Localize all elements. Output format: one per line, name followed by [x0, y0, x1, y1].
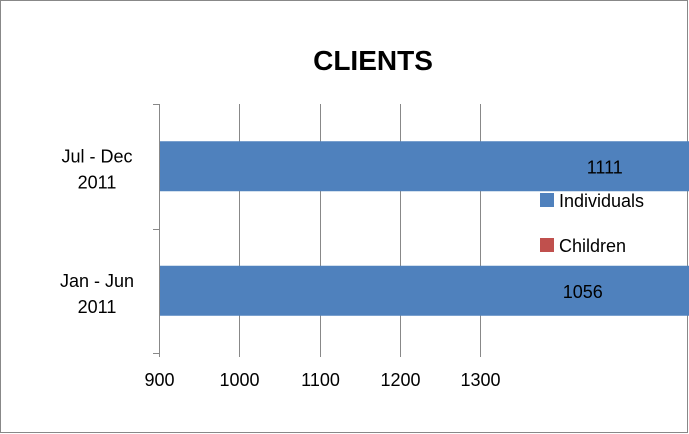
legend-swatch-individuals [540, 193, 554, 207]
y-tick-label-line: Jul - Dec [61, 146, 132, 166]
x-tick-label: 1100 [301, 370, 340, 390]
y-tick-label-line: 2011 [78, 297, 117, 317]
x-tick-label: 900 [144, 370, 174, 390]
legend-label-children: Children [559, 236, 626, 256]
y-tick-label-line: Jan - Jun [60, 271, 134, 291]
legend: Individuals Children [540, 191, 644, 256]
legend-label-individuals: Individuals [559, 191, 644, 211]
bar-individuals-1 [159, 265, 689, 316]
data-label: 1111 [587, 157, 623, 177]
y-tick-label-line: 2011 [78, 172, 117, 192]
y-tick-label: Jan - Jun 2011 [60, 271, 134, 317]
x-tick-label: 1000 [219, 370, 259, 390]
data-label: 1056 [563, 282, 603, 302]
bar-individuals-0 [159, 141, 689, 192]
x-tick-label: 1200 [380, 370, 420, 390]
legend-swatch-children [540, 238, 554, 252]
x-tick-label: 1300 [460, 370, 500, 390]
chart-title: CLIENTS [313, 45, 433, 76]
bars-layer: 11111111056104 [159, 141, 689, 316]
y-tick-label: Jul - Dec 2011 [61, 146, 132, 192]
